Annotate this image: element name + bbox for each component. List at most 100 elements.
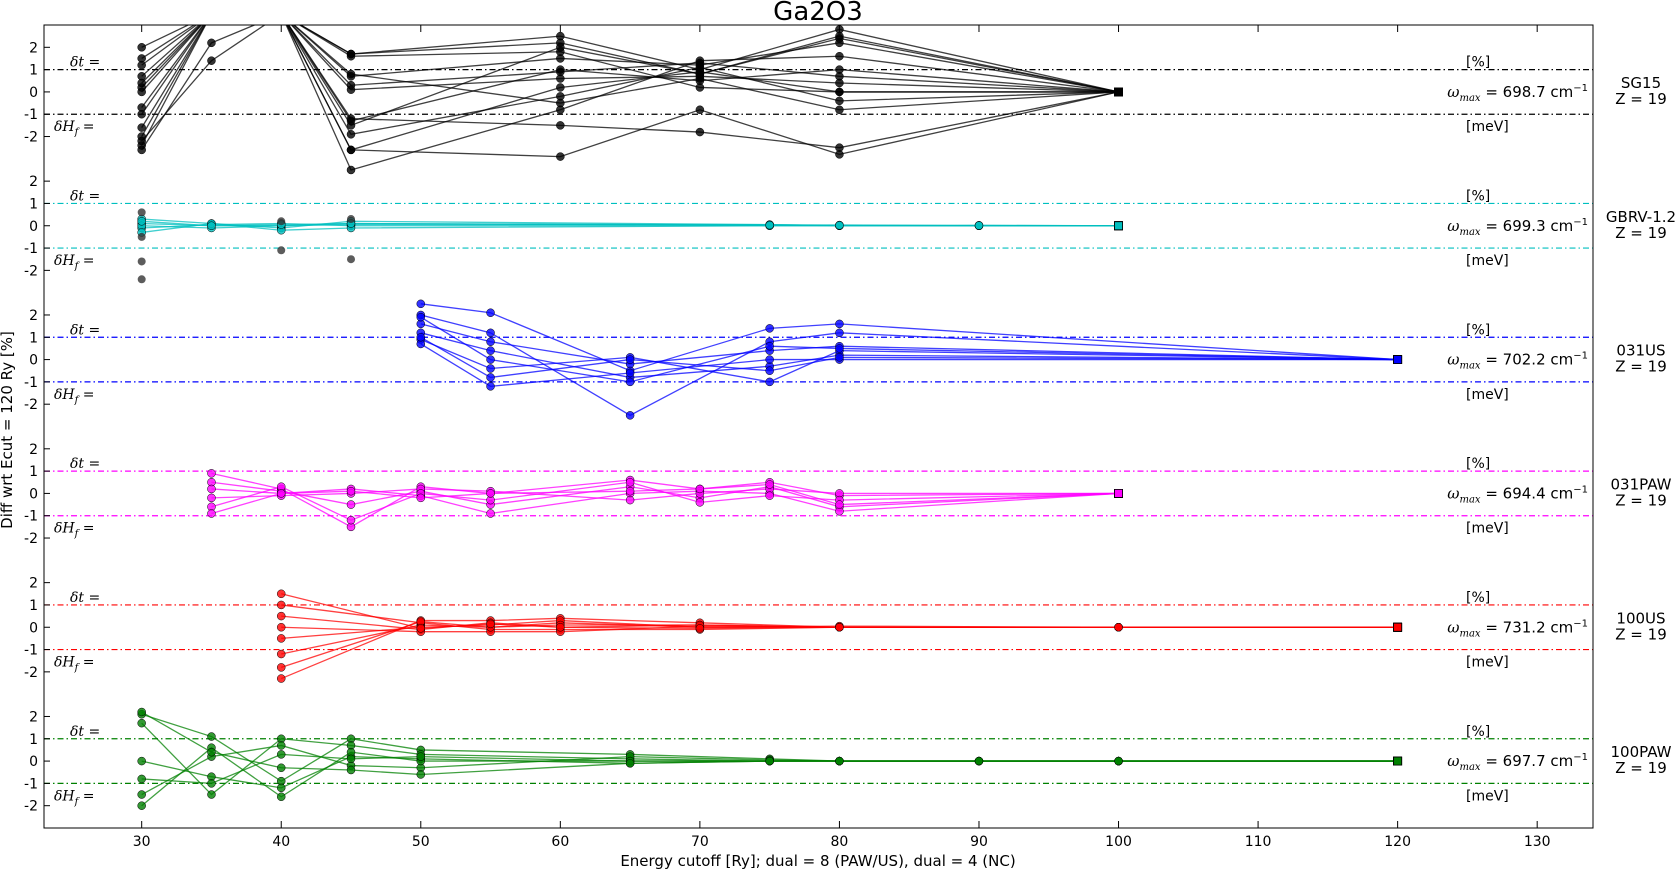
data-point bbox=[346, 765, 356, 775]
data-point bbox=[207, 484, 216, 494]
series-line bbox=[141, 25, 1119, 146]
y-tick-label: 0 bbox=[29, 353, 38, 369]
y-tick-label: 1 bbox=[29, 330, 38, 346]
delta-t-label: δt = bbox=[70, 456, 100, 472]
series-line bbox=[141, 220, 1119, 227]
z-label: Z = 19 bbox=[1615, 625, 1666, 643]
data-point bbox=[765, 355, 774, 364]
series-SG15 bbox=[44, 10, 1593, 175]
data-point bbox=[346, 165, 356, 175]
data-point bbox=[207, 221, 216, 230]
data-point bbox=[207, 10, 215, 18]
series-line bbox=[211, 472, 1119, 528]
data-point bbox=[277, 10, 285, 18]
series-100PAW bbox=[44, 707, 1593, 810]
data-point bbox=[486, 382, 495, 391]
z-label: Z = 19 bbox=[1615, 358, 1666, 376]
data-point bbox=[277, 10, 285, 18]
delta-t-label: δt = bbox=[70, 55, 100, 71]
data-point-ref bbox=[1114, 221, 1123, 231]
omega-max-label: ωmax = 697.7 cm−1 bbox=[1447, 752, 1588, 773]
data-point bbox=[625, 486, 635, 496]
data-point bbox=[695, 484, 705, 494]
data-point bbox=[276, 663, 286, 672]
series-line bbox=[141, 713, 1398, 782]
data-point bbox=[207, 790, 216, 799]
y-tick-label: -2 bbox=[24, 665, 38, 681]
series-name-label: 031US bbox=[1616, 342, 1665, 360]
delta-hf-label: δHf = bbox=[54, 387, 95, 406]
y-tick-label: 1 bbox=[29, 196, 38, 212]
x-axis: 30 40 50 60 70 80 90 100 110 120 130 bbox=[133, 25, 1551, 850]
x-tick-label: 80 bbox=[831, 834, 849, 850]
data-point bbox=[835, 344, 844, 353]
data-point bbox=[835, 319, 844, 329]
y-tick-label: 2 bbox=[29, 174, 38, 190]
x-tick-label: 50 bbox=[412, 834, 430, 850]
delta-hf-label: δHf = bbox=[54, 521, 95, 540]
series-line bbox=[211, 481, 1119, 521]
omega-max-label: ωmax = 694.4 cm−1 bbox=[1447, 484, 1588, 505]
y-tick-label: 1 bbox=[29, 732, 38, 748]
series-line bbox=[420, 316, 1398, 383]
data-point bbox=[277, 10, 285, 18]
mev-unit: [meV] bbox=[1466, 521, 1509, 537]
data-point bbox=[277, 10, 285, 18]
series-name-label: GBRV-1.2 bbox=[1606, 208, 1676, 226]
data-point bbox=[556, 121, 565, 130]
x-tick-label: 130 bbox=[1524, 834, 1551, 850]
data-point bbox=[277, 10, 285, 18]
delta-hf-label: δHf = bbox=[54, 788, 95, 807]
data-point bbox=[556, 38, 565, 48]
data-point bbox=[695, 127, 705, 137]
data-point bbox=[835, 96, 844, 106]
x-tick-label: 90 bbox=[970, 834, 988, 850]
data-point bbox=[277, 10, 285, 18]
x-tick-label: 70 bbox=[691, 834, 709, 850]
data-point bbox=[765, 324, 774, 333]
data-point bbox=[556, 152, 565, 161]
data-point bbox=[625, 355, 635, 364]
omega-max-label: ωmax = 698.7 cm−1 bbox=[1447, 83, 1588, 104]
z-label: Z = 19 bbox=[1615, 759, 1666, 777]
data-point bbox=[207, 10, 215, 18]
series-GBRV-1.2 bbox=[44, 202, 1593, 284]
data-point bbox=[346, 500, 356, 509]
data-point bbox=[556, 623, 565, 632]
y-tick-label: 2 bbox=[29, 40, 38, 56]
mev-unit: [meV] bbox=[1466, 119, 1509, 135]
data-point bbox=[207, 493, 216, 503]
y-tick-label: -1 bbox=[24, 241, 38, 257]
data-point bbox=[346, 80, 356, 90]
data-point bbox=[137, 707, 146, 717]
z-label: Z = 19 bbox=[1615, 224, 1666, 242]
series-100US bbox=[44, 589, 1593, 683]
data-point bbox=[765, 756, 774, 766]
y-tick-label: 2 bbox=[29, 308, 38, 324]
data-point bbox=[276, 623, 286, 632]
data-point bbox=[276, 792, 286, 802]
data-point bbox=[207, 10, 215, 18]
series-line bbox=[141, 25, 1119, 151]
data-point bbox=[486, 619, 495, 629]
data-point bbox=[486, 355, 495, 364]
data-point bbox=[695, 105, 705, 115]
data-point bbox=[276, 741, 286, 750]
y-tick-label: 1 bbox=[29, 464, 38, 480]
z-label: Z = 19 bbox=[1615, 90, 1666, 108]
y-tick-label: -2 bbox=[24, 531, 38, 547]
data-point bbox=[695, 624, 705, 633]
data-point bbox=[137, 275, 146, 284]
data-point-ref bbox=[1393, 622, 1403, 632]
data-point bbox=[835, 87, 844, 97]
data-point bbox=[835, 105, 844, 115]
data-point bbox=[207, 469, 216, 478]
data-point bbox=[276, 674, 286, 683]
series-line bbox=[420, 303, 1398, 372]
plot-frame bbox=[43, 24, 1594, 829]
data-point bbox=[765, 377, 774, 387]
data-point bbox=[835, 221, 844, 230]
data-point bbox=[207, 10, 215, 18]
y-tick-label: -2 bbox=[24, 799, 38, 815]
delta-t-label: δt = bbox=[70, 322, 100, 338]
